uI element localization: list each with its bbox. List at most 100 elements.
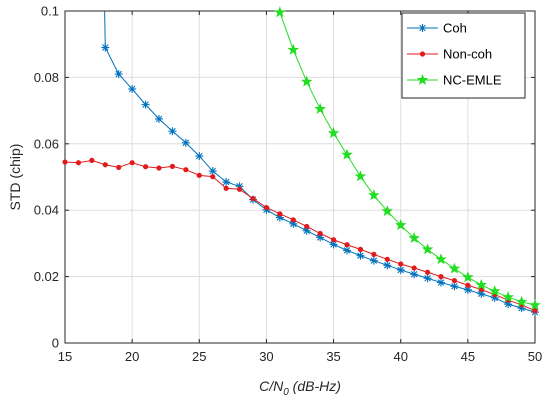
star-marker (435, 253, 447, 265)
asterisk-marker (181, 138, 190, 147)
dot-marker (183, 167, 189, 173)
dot-marker (371, 251, 377, 257)
x-tick-label: 45 (461, 349, 475, 364)
star-marker (394, 219, 407, 231)
dot-marker (357, 246, 364, 252)
dot-marker (223, 185, 229, 191)
dot-marker (169, 163, 176, 169)
dot-marker (102, 162, 108, 168)
dot-marker (451, 277, 458, 284)
x-axis-label: C/N0 (dB-Hz) (259, 378, 341, 398)
y-tick-label: 0 (52, 336, 59, 351)
star-marker (314, 102, 326, 114)
dot-marker (75, 160, 82, 166)
dot-marker (89, 157, 95, 163)
dot-marker (384, 256, 390, 262)
x-axis-label-main: C/N (259, 378, 284, 394)
series-line (64, 159, 536, 312)
asterisk-marker (423, 274, 432, 283)
star-marker (421, 243, 434, 255)
dot-marker (196, 172, 202, 178)
legend-entry: Coh (407, 21, 467, 36)
asterisk-marker (168, 127, 177, 136)
star-marker (408, 232, 420, 243)
dot-marker (277, 211, 283, 217)
star-marker (515, 295, 528, 307)
star-marker (327, 127, 340, 139)
legend: Coh Non-coh NC-EMLE (401, 12, 526, 99)
asterisk-marker (383, 261, 392, 270)
asterisk-marker (195, 152, 204, 161)
asterisk-marker (114, 70, 123, 79)
dot-marker (210, 174, 216, 180)
x-tick-label: 40 (393, 349, 407, 364)
dot-marker (250, 195, 256, 202)
y-tick-label: 0.06 (34, 136, 59, 151)
asterisk-marker (141, 100, 150, 109)
star-marker (381, 205, 394, 217)
dot-marker (317, 230, 323, 237)
series-coh (101, 10, 539, 317)
star-marker (529, 299, 541, 311)
star-marker (502, 291, 514, 303)
asterisk-marker (128, 85, 137, 94)
star-marker (300, 75, 313, 87)
asterisk-marker (410, 270, 419, 279)
x-tick-label: 35 (326, 349, 340, 364)
y-axis-label: STD (chip) (7, 144, 23, 211)
plot-frame (64, 10, 536, 344)
asterisk-marker (437, 278, 445, 287)
star-marker (488, 285, 501, 297)
asterisk-marker (504, 300, 513, 309)
asterisk-marker (289, 219, 298, 228)
asterisk-marker (396, 265, 405, 274)
x-tick-label: 20 (125, 349, 139, 364)
legend-label: Coh (443, 21, 467, 36)
y-tick-label: 0.04 (34, 203, 59, 218)
dot-marker (62, 159, 68, 165)
star-marker (475, 278, 488, 290)
x-axis-label-subscript: 0 (283, 387, 289, 398)
dot-marker (142, 164, 149, 170)
dot-marker (116, 164, 122, 170)
asterisk-marker (450, 282, 459, 291)
star-marker (354, 170, 367, 182)
asterisk-marker (222, 177, 231, 186)
asterisk-marker (208, 167, 217, 176)
dot-marker (438, 274, 444, 280)
dot-marker (411, 265, 417, 271)
dot-marker (419, 51, 426, 57)
asterisk-marker (343, 246, 351, 255)
plot-series (62, 6, 541, 317)
asterisk-marker (316, 233, 325, 242)
dot-marker (129, 160, 135, 166)
y-tick-labels: 0 0.02 0.04 0.06 0.08 0.1 (34, 4, 59, 351)
dot-marker (156, 165, 162, 171)
x-tick-label: 25 (192, 349, 206, 364)
x-tick-labels: 15 20 25 30 35 40 45 50 (58, 349, 542, 364)
dot-marker (532, 308, 538, 314)
asterisk-marker (356, 251, 365, 260)
legend-entry: Non-coh (407, 47, 492, 62)
series-non-coh (62, 157, 538, 314)
dot-marker (236, 186, 243, 192)
series-lead-in (104, 10, 106, 48)
y-tick-label: 0.08 (34, 70, 59, 85)
dot-marker (330, 237, 337, 243)
asterisk-marker (418, 24, 427, 32)
dot-marker (263, 204, 270, 211)
star-marker (462, 271, 474, 283)
legend-label: Non-coh (443, 47, 492, 62)
dot-marker (304, 223, 310, 230)
star-marker (287, 43, 300, 55)
dot-marker (290, 217, 296, 223)
star-marker (341, 148, 353, 160)
series-nc-emle (274, 6, 541, 311)
x-tick-label: 50 (528, 349, 542, 364)
y-tick-label: 0.1 (41, 4, 59, 19)
dot-marker (398, 261, 404, 267)
legend-label: NC-EMLE (443, 73, 502, 88)
dot-marker (465, 282, 471, 288)
star-marker (368, 189, 380, 201)
